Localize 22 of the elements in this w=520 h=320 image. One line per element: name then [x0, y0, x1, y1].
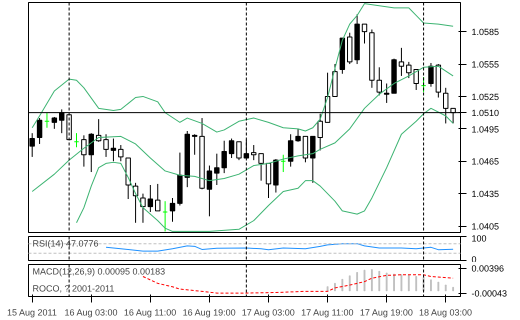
- x-tick-label: 16 Aug 11:00: [124, 308, 176, 318]
- x-tick-label: 17 Aug 19:00: [360, 308, 413, 318]
- y-tick-label: 0.00396: [472, 264, 504, 274]
- chart-title: MACD(12,26,9) 0.00095 0.00183: [32, 266, 166, 276]
- x-tick-label: 17 Aug 11:00: [301, 308, 354, 318]
- annotation: ROCO, ? 2001-2011: [32, 284, 114, 294]
- x-tick-label: 16 Aug 03:00: [64, 308, 118, 318]
- y-tick-label: 1.0465: [472, 156, 500, 167]
- y-tick-label: 1.0525: [472, 92, 500, 102]
- y-tick-label: 100: [472, 234, 487, 244]
- y-tick-label: 1.0495: [472, 124, 500, 134]
- y-tick-label: 1.0405: [472, 222, 500, 232]
- chart-title: RSI(14) 47.0776: [32, 238, 99, 248]
- y-tick-label: 1.0585: [472, 27, 500, 38]
- y-tick-label: 1.0435: [472, 189, 500, 200]
- ref-line-label: 1.0510: [472, 108, 500, 118]
- x-tick-label: 18 Aug 03:00: [418, 308, 472, 318]
- y-tick-label: -0.00043: [472, 288, 508, 299]
- x-tick-label: 16 Aug 19:00: [182, 308, 236, 318]
- x-tick-label: 15 Aug 2011: [7, 308, 57, 318]
- x-tick-label: 17 Aug 03:00: [242, 308, 295, 318]
- y-tick-label: 1.0555: [472, 60, 500, 70]
